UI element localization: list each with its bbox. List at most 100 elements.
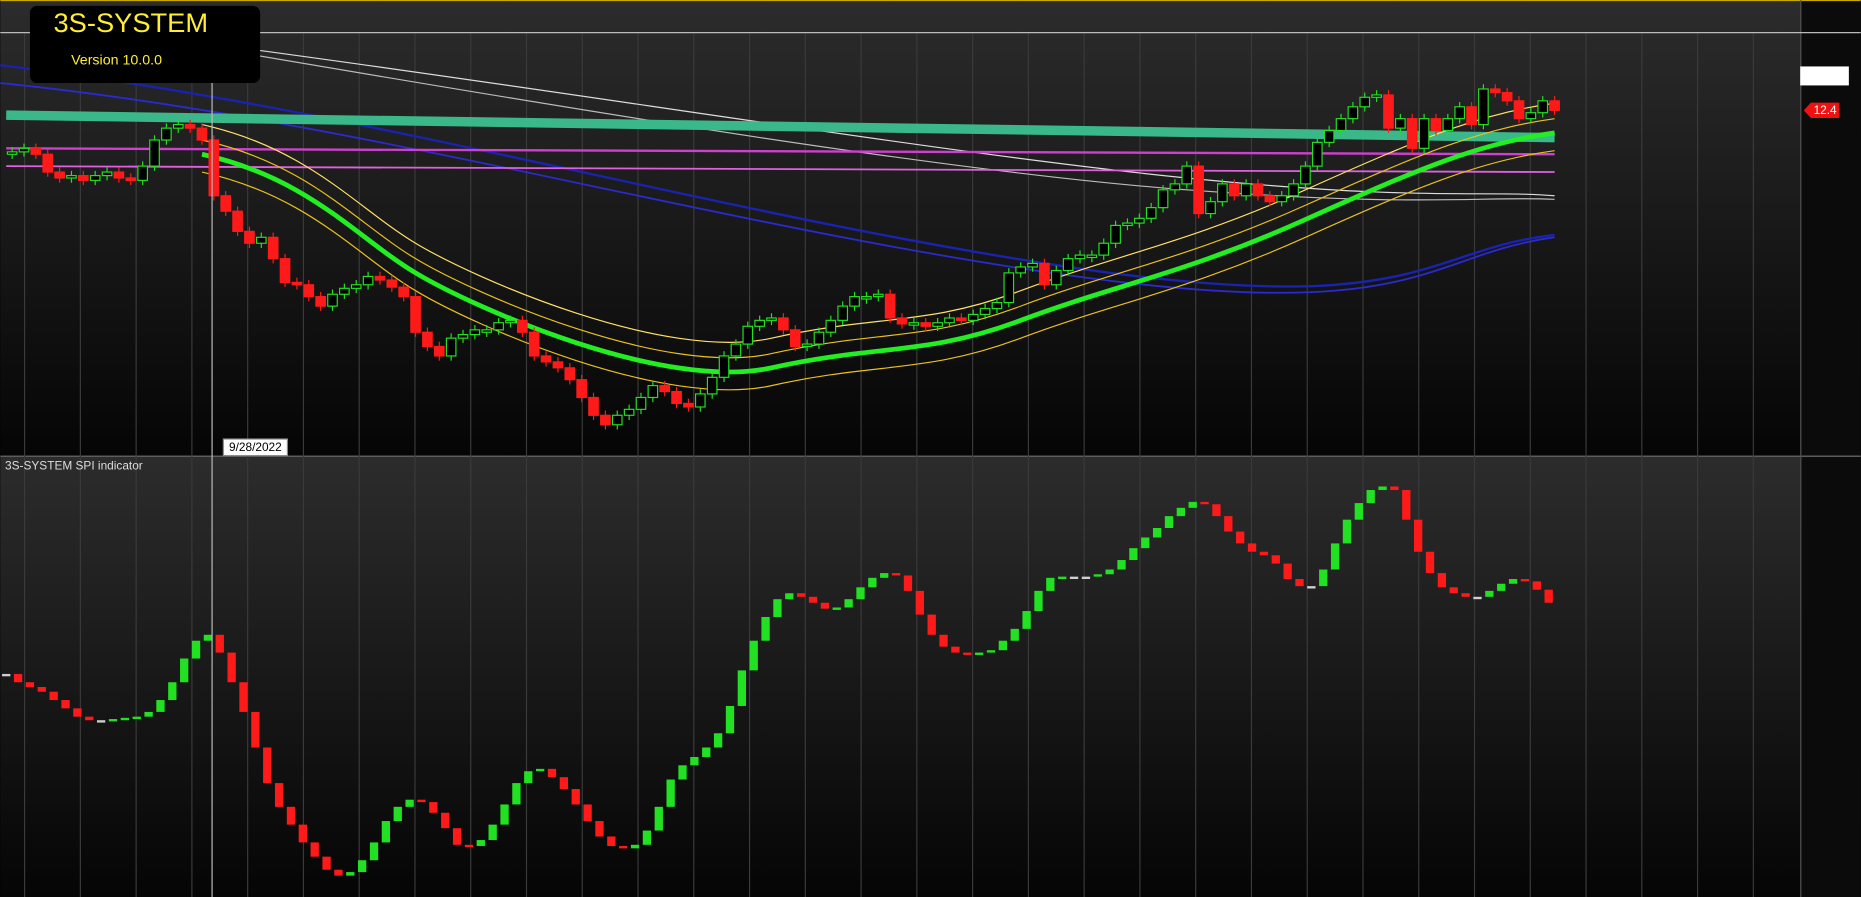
indicator-bar [369, 842, 379, 861]
candle [1228, 183, 1240, 197]
candle [1549, 100, 1560, 111]
indicator-title: 3S-SYSTEM SPI indicator [5, 458, 143, 472]
candle [1478, 88, 1489, 126]
indicator-bar [263, 747, 272, 784]
candle [1062, 258, 1074, 272]
indicator-bar [844, 599, 853, 608]
candle [220, 195, 232, 212]
candle [113, 171, 125, 179]
indicator-bar [156, 700, 165, 712]
candle [1122, 222, 1133, 227]
indicator-bar [49, 691, 58, 701]
indicator-bar [1188, 501, 1197, 508]
indicator-bar [405, 799, 414, 807]
candle [908, 322, 920, 326]
indicator-bar [1354, 503, 1363, 520]
candle [1264, 195, 1276, 203]
indicator-bar [1330, 543, 1340, 570]
indicator-bar [1034, 590, 1043, 612]
candle [493, 322, 504, 331]
candle [789, 329, 801, 348]
indicator-bar [286, 806, 296, 825]
indicator-bar [334, 869, 343, 876]
candle [540, 355, 552, 363]
indicator-bar [1176, 507, 1186, 517]
candle [813, 331, 825, 345]
candle [623, 408, 635, 416]
candle [1133, 217, 1145, 224]
candle [505, 319, 516, 324]
indicator-bar [1520, 579, 1530, 582]
candle [208, 139, 220, 197]
indicator-bar [666, 779, 675, 807]
indicator-bar [85, 716, 94, 721]
candle [849, 296, 860, 307]
indicator-bar [832, 607, 841, 610]
candle [564, 367, 576, 381]
indicator-bar [298, 824, 307, 843]
indicator-bar [1319, 569, 1328, 587]
indicator-bar [393, 806, 402, 822]
indicator-bar [310, 842, 319, 857]
indicator-bar [1164, 516, 1174, 528]
indicator-bar [654, 806, 663, 831]
indicator-bar [856, 587, 865, 600]
indicator-bar [595, 821, 604, 837]
candle [671, 390, 682, 405]
candle [528, 331, 540, 357]
indicator-bar [1414, 519, 1423, 552]
moving-averages [0, 46, 1555, 391]
candle [991, 301, 1003, 310]
candle [742, 325, 754, 345]
indicator-bar [1129, 548, 1138, 561]
candle [244, 230, 255, 244]
candle [6, 151, 18, 155]
indicator-bar [2, 673, 11, 677]
indicator-bar [749, 640, 758, 671]
indicator-bar [808, 596, 818, 603]
indicator-bar [37, 686, 46, 692]
candle [30, 147, 42, 155]
candle [350, 284, 362, 289]
candle [457, 334, 469, 339]
candle [659, 385, 671, 393]
vertical-grid [24, 32, 1754, 897]
candle [1145, 207, 1157, 219]
candle [1039, 262, 1050, 286]
candle [576, 379, 588, 399]
candle [1300, 165, 1311, 185]
candle [410, 296, 421, 333]
candle [1217, 183, 1228, 203]
indicator-bar [761, 616, 770, 641]
indicator-bar [1058, 576, 1067, 580]
candle [1252, 183, 1264, 197]
price-tag-label: 12.4 [1814, 103, 1837, 117]
candle [730, 343, 742, 357]
candle [66, 175, 77, 179]
indicator-bar [322, 856, 331, 870]
candle [706, 376, 718, 395]
candle [327, 293, 338, 307]
candle [1466, 106, 1477, 126]
candle [1003, 272, 1015, 304]
indicator-bar [785, 593, 794, 600]
candle [267, 236, 279, 260]
indicator-bar [227, 652, 236, 683]
indicator-bar [1473, 596, 1482, 600]
indicator-bar [215, 634, 224, 653]
indicator-bar [191, 640, 201, 659]
candle [422, 331, 433, 348]
indicator-bar [73, 708, 82, 717]
indicator-bar [1271, 555, 1280, 564]
candle [374, 275, 386, 281]
candle [861, 296, 872, 300]
indicator-bar [1022, 611, 1031, 629]
candle [694, 393, 706, 408]
indicator-bar [915, 590, 924, 615]
candle [896, 317, 908, 325]
indicator-bar [1283, 563, 1292, 580]
indicator-bar [1212, 504, 1221, 517]
candle [1335, 118, 1347, 132]
candle [196, 127, 208, 141]
